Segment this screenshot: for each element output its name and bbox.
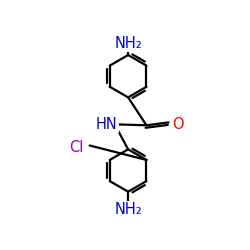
Text: Cl: Cl <box>69 140 83 155</box>
Text: NH₂: NH₂ <box>114 202 142 218</box>
Text: HN: HN <box>96 117 118 132</box>
Text: NH₂: NH₂ <box>114 36 142 51</box>
Text: O: O <box>172 117 184 132</box>
Text: O: O <box>172 117 184 132</box>
Text: HN: HN <box>96 117 118 132</box>
Text: Cl: Cl <box>69 140 83 155</box>
